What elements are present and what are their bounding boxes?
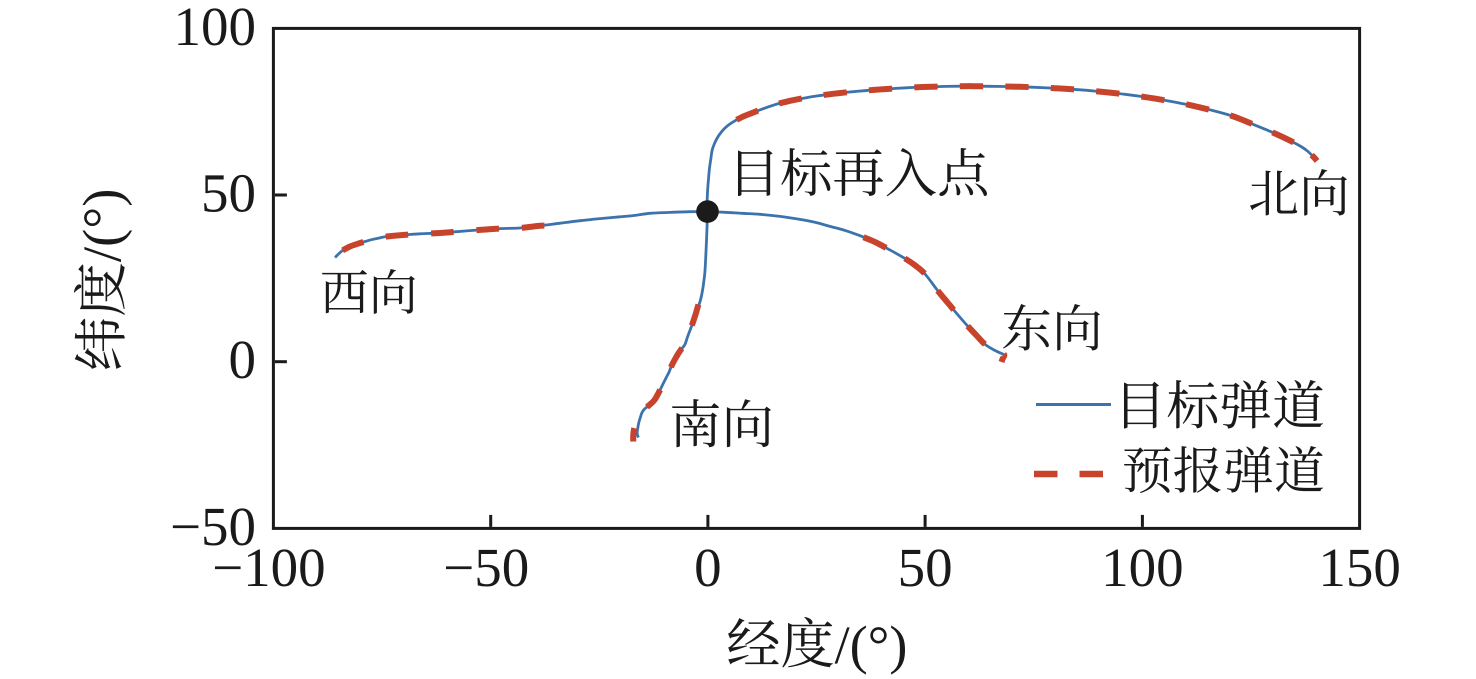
svg-text:100: 100	[1101, 537, 1184, 598]
svg-text:−50: −50	[443, 537, 529, 598]
svg-text:−100: −100	[212, 537, 326, 598]
svg-text:50: 50	[898, 537, 953, 598]
svg-text:−50: −50	[170, 496, 256, 557]
svg-text:0: 0	[694, 537, 722, 598]
svg-text:100: 100	[174, 0, 257, 57]
svg-text:50: 50	[201, 163, 256, 224]
svg-text:150: 150	[1318, 537, 1401, 598]
svg-text:0: 0	[229, 329, 257, 390]
